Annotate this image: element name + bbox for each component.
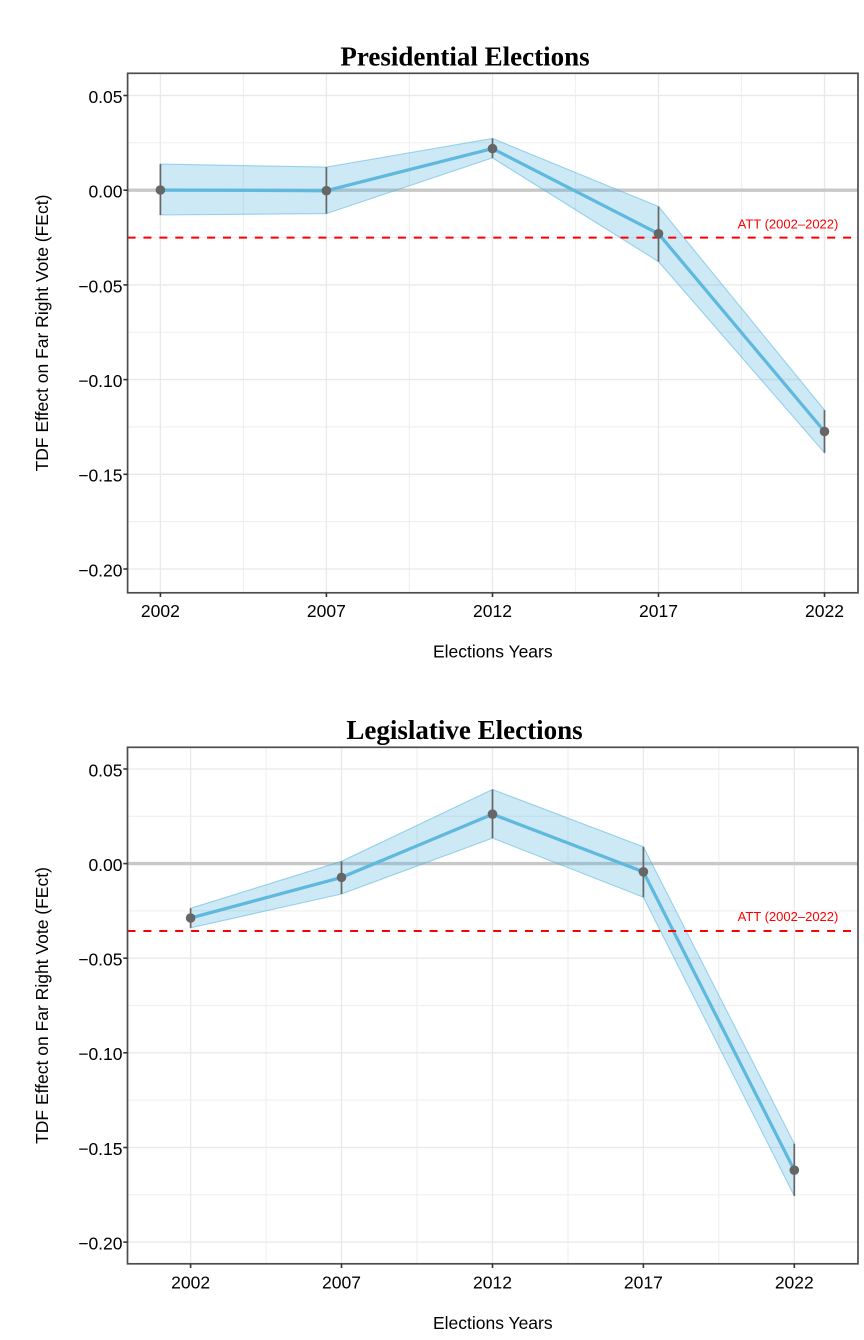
svg-text:−0.10: −0.10 [78, 1044, 123, 1064]
svg-text:Elections Years: Elections Years [433, 642, 553, 662]
svg-text:0.05: 0.05 [88, 87, 122, 107]
svg-text:Elections Years: Elections Years [433, 1313, 553, 1333]
svg-text:2017: 2017 [639, 601, 678, 621]
svg-text:ATT (2002–2022): ATT (2002–2022) [738, 909, 839, 924]
svg-text:TDF Effect on Far Right Vote (: TDF Effect on Far Right Vote (FEct) [32, 867, 52, 1144]
svg-text:2012: 2012 [473, 1273, 512, 1293]
svg-text:2002: 2002 [141, 601, 180, 621]
svg-text:Presidential Elections: Presidential Elections [340, 42, 589, 72]
svg-text:0.00: 0.00 [88, 855, 122, 875]
svg-text:−0.15: −0.15 [78, 1139, 122, 1159]
svg-text:0.05: 0.05 [88, 760, 122, 780]
svg-text:2007: 2007 [307, 601, 346, 621]
svg-text:−0.15: −0.15 [78, 466, 122, 486]
svg-text:−0.05: −0.05 [78, 950, 122, 970]
svg-text:−0.20: −0.20 [78, 1234, 123, 1254]
svg-text:2002: 2002 [171, 1273, 210, 1293]
svg-text:Legislative Elections: Legislative Elections [346, 715, 582, 745]
svg-text:0.00: 0.00 [88, 182, 122, 202]
svg-text:TDF Effect on Far Right Vote (: TDF Effect on Far Right Vote (FEct) [32, 195, 52, 472]
svg-text:2017: 2017 [624, 1273, 663, 1293]
svg-text:2012: 2012 [473, 601, 512, 621]
svg-text:2022: 2022 [775, 1273, 814, 1293]
svg-text:−0.20: −0.20 [78, 560, 123, 580]
svg-text:2007: 2007 [322, 1273, 361, 1293]
svg-text:2022: 2022 [805, 601, 844, 621]
svg-text:−0.10: −0.10 [78, 371, 123, 391]
svg-text:−0.05: −0.05 [78, 276, 122, 296]
svg-text:ATT (2002–2022): ATT (2002–2022) [738, 217, 839, 232]
